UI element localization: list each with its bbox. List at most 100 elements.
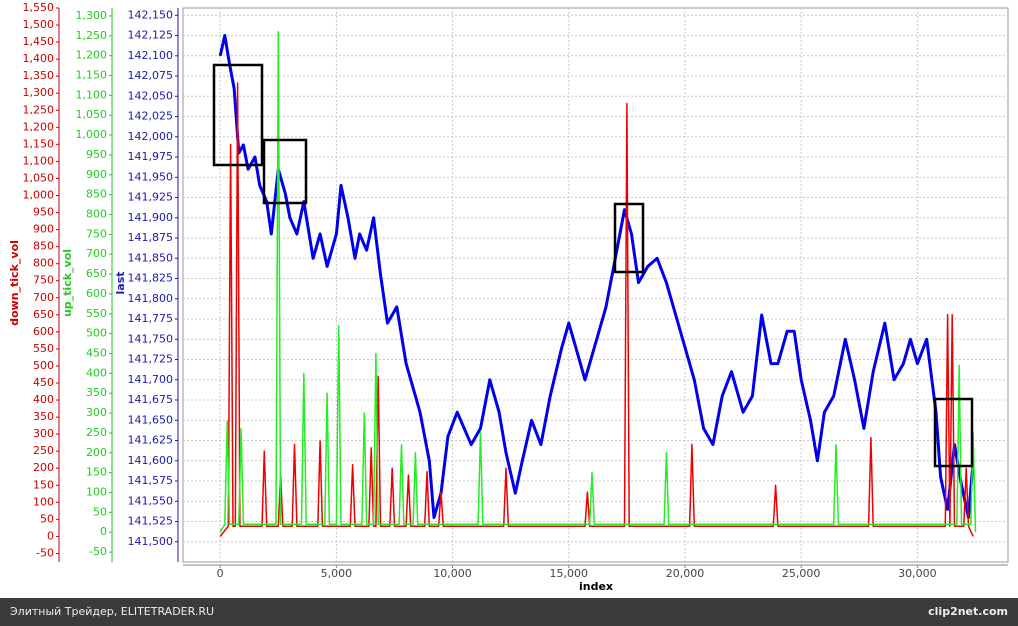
- axes: -500501001502002503003504004505005506006…: [23, 1, 1008, 580]
- y-tick-label: 141,700: [128, 373, 174, 386]
- y-tick-label: 250: [33, 444, 54, 457]
- y-tick-label: 400: [33, 393, 54, 406]
- box: [933, 397, 974, 468]
- x-tick-label: 30,000: [898, 567, 937, 580]
- series-layer: [218, 31, 977, 537]
- y-tick-label: 550: [86, 307, 107, 320]
- y-tick-label: 750: [33, 274, 54, 287]
- y-tick-label: 100: [86, 486, 107, 499]
- y-tick-label: 1,200: [76, 49, 108, 62]
- y-tick-label: 141,550: [128, 494, 174, 507]
- y-tick-label: 141,900: [128, 211, 174, 224]
- footer-left: Элитный Трейдер, ELITETRADER.RU: [10, 605, 214, 618]
- y-tick-label: 150: [86, 466, 107, 479]
- y-tick-label: -50: [89, 545, 107, 558]
- y-tick-label: 1,100: [76, 88, 108, 101]
- footer-bar: [0, 598, 1018, 626]
- x-axis-title: index: [579, 580, 613, 593]
- y-tick-label: 0: [47, 529, 54, 542]
- y-tick-label: 500: [86, 327, 107, 340]
- series-line: [218, 34, 975, 519]
- y-tick-label: 50: [93, 505, 107, 518]
- y-tick-label: 141,875: [128, 231, 174, 244]
- y-tick-label: 750: [86, 227, 107, 240]
- y-tick-label: 50: [40, 512, 54, 525]
- x-tick-label: 0: [217, 567, 224, 580]
- highlight-boxes: [212, 63, 974, 468]
- y-tick-label: 141,575: [128, 474, 174, 487]
- box: [613, 202, 645, 274]
- y-tick-label: 700: [33, 291, 54, 304]
- y-tick-label: 142,100: [128, 49, 174, 62]
- y-tick-label: 550: [33, 342, 54, 355]
- y-tick-label: 141,725: [128, 353, 174, 366]
- y-tick-label: 800: [86, 208, 107, 221]
- y-tick-label: 141,950: [128, 170, 174, 183]
- y-tick-label: 1,150: [76, 69, 108, 82]
- y-tick-label: 1,250: [76, 29, 108, 42]
- y-tick-label: 900: [33, 223, 54, 236]
- y-tick-label: 200: [33, 461, 54, 474]
- y-tick-label: 141,750: [128, 332, 174, 345]
- y-tick-label: 1,050: [23, 171, 55, 184]
- y-tick-label: 1,150: [23, 137, 55, 150]
- y-tick-label: 900: [86, 168, 107, 181]
- y-tick-label: 1,000: [23, 189, 55, 202]
- y-tick-label: 142,000: [128, 130, 174, 143]
- y-axis-title: down_tick_vol: [8, 240, 21, 326]
- y-tick-label: 1,550: [23, 1, 55, 14]
- y-tick-label: 1,250: [23, 103, 55, 116]
- y-tick-label: 141,775: [128, 312, 174, 325]
- y-tick-label: 650: [86, 267, 107, 280]
- y-tick-label: 1,000: [76, 128, 108, 141]
- y-tick-label: 950: [86, 148, 107, 161]
- y-tick-label: 141,925: [128, 191, 174, 204]
- y-tick-label: 600: [86, 287, 107, 300]
- y-tick-label: 141,500: [128, 535, 174, 548]
- y-tick-label: 350: [33, 410, 54, 423]
- box: [262, 138, 308, 205]
- x-tick-label: 15,000: [550, 567, 589, 580]
- y-tick-label: 141,800: [128, 292, 174, 305]
- y-tick-label: 1,350: [23, 69, 55, 82]
- y-tick-label: 800: [33, 257, 54, 270]
- y-tick-label: 250: [86, 426, 107, 439]
- plot-area: [182, 7, 1009, 563]
- y-tick-label: 1,050: [76, 108, 108, 121]
- y-tick-label: 141,825: [128, 272, 174, 285]
- y-tick-label: 141,625: [128, 434, 174, 447]
- y-tick-label: 1,200: [23, 120, 55, 133]
- y-tick-label: 200: [86, 446, 107, 459]
- y-tick-label: 141,675: [128, 393, 174, 406]
- y-tick-label: 1,100: [23, 154, 55, 167]
- y-tick-label: 300: [33, 427, 54, 440]
- y-tick-label: 142,050: [128, 89, 174, 102]
- y-tick-label: 300: [86, 406, 107, 419]
- series-line: [219, 31, 977, 533]
- y-tick-label: 850: [33, 240, 54, 253]
- y-tick-label: 350: [86, 386, 107, 399]
- footer-right: clip2net.com: [928, 605, 1008, 618]
- y-tick-label: 1,400: [23, 52, 55, 65]
- y-tick-label: 1,500: [23, 18, 55, 31]
- x-tick-label: 10,000: [433, 567, 472, 580]
- y-tick-label: 141,850: [128, 251, 174, 264]
- y-tick-label: 1,450: [23, 35, 55, 48]
- y-tick-label: 141,525: [128, 515, 174, 528]
- y-tick-label: 142,075: [128, 69, 174, 82]
- x-tick-label: 25,000: [782, 567, 821, 580]
- y-tick-label: -50: [36, 546, 54, 559]
- y-tick-label: 142,125: [128, 29, 174, 42]
- y-tick-label: 850: [86, 188, 107, 201]
- y-tick-label: 141,650: [128, 413, 174, 426]
- y-tick-label: 142,150: [128, 8, 174, 21]
- y-tick-label: 142,025: [128, 110, 174, 123]
- x-tick-label: 20,000: [666, 567, 705, 580]
- y-tick-label: 950: [33, 206, 54, 219]
- y3-axis-title: last: [114, 272, 127, 295]
- y2-axis-title: up_tick_vol: [61, 249, 74, 317]
- y-tick-label: 141,600: [128, 454, 174, 467]
- y-tick-label: 100: [33, 495, 54, 508]
- y-tick-label: 141,975: [128, 150, 174, 163]
